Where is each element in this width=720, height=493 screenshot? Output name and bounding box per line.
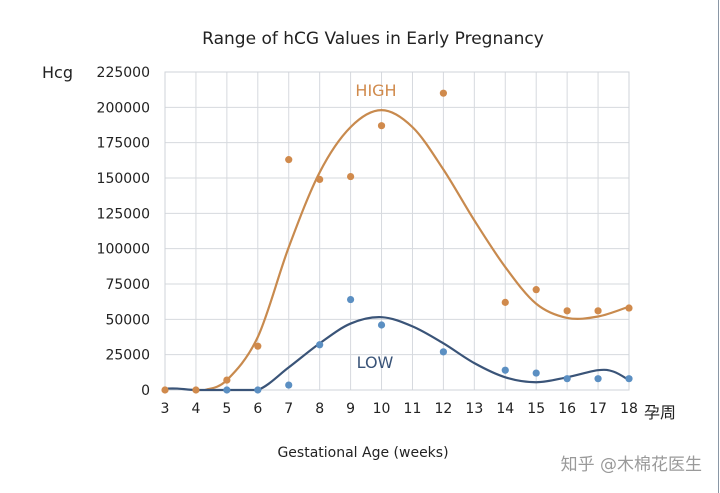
y-tick-label: 175000 [97, 136, 150, 152]
x-tick-label: 9 [346, 401, 355, 417]
low-data-point [254, 386, 262, 394]
x-tick-label: 15 [527, 401, 545, 417]
x-axis-unit-label: 孕周 [644, 403, 676, 422]
x-tick-label: 14 [496, 401, 514, 417]
x-tick-label: 7 [284, 401, 293, 417]
y-tick-label: 75000 [105, 277, 150, 293]
x-tick-label: 10 [373, 401, 391, 417]
high-data-point [347, 172, 355, 181]
x-tick-label: 13 [465, 401, 483, 417]
low-data-point [532, 369, 540, 377]
low-data-point [223, 386, 231, 394]
grid [164, 71, 630, 391]
watermark: 知乎 @木棉花医生 [561, 455, 702, 475]
high-trendline [204, 109, 630, 392]
x-tick-label: 5 [222, 401, 231, 417]
y-tick-label: 25000 [105, 348, 150, 364]
x-tick-label: 3 [161, 401, 170, 417]
y-axis-label: Hcg [42, 63, 73, 82]
y-tick-label: 0 [141, 383, 150, 399]
x-tick-label: 8 [315, 401, 324, 417]
low-data-point [377, 321, 386, 329]
high-data-point [316, 175, 324, 184]
low-data-point [347, 295, 355, 304]
series-labels: HIGH LOW [355, 81, 396, 372]
tick-labels: 3 4 5 6 7 8 9 10 11 12 13 14 15 16 17 18 0 25000 50000 7500… [97, 65, 638, 417]
plot-border [164, 71, 630, 391]
x-axis-label: Gestational Age (weeks) [277, 445, 448, 461]
x-tick-label: 12 [434, 401, 452, 417]
x-tick-label: 17 [589, 401, 607, 417]
high-data-point [223, 376, 231, 384]
high-series-label: HIGH [355, 81, 396, 100]
low-data-point [439, 348, 447, 356]
window-border [718, 0, 719, 493]
high-data-point [254, 342, 262, 350]
high-data-point [439, 89, 447, 97]
chart-title: Range of hCG Values in Early Pregnancy [202, 29, 544, 49]
y-tick-label: 200000 [97, 100, 150, 116]
x-tick-label: 16 [558, 401, 576, 417]
high-data-point [161, 386, 169, 394]
y-tick-label: 50000 [105, 312, 150, 328]
y-tick-label: 100000 [97, 242, 150, 258]
high-data-point [501, 298, 509, 306]
x-tick-label: 18 [620, 401, 638, 417]
low-trendline [164, 316, 630, 392]
x-tick-label: 4 [191, 401, 200, 417]
y-tick-label: 225000 [97, 65, 150, 81]
high-data-point [594, 307, 602, 315]
low-data-point [501, 366, 509, 374]
low-series-label: LOW [357, 353, 394, 372]
y-tick-label: 125000 [97, 206, 150, 222]
y-tick-label: 150000 [97, 171, 150, 187]
low-data-point [625, 375, 633, 383]
x-tick-label: 6 [253, 401, 262, 417]
high-data-point [285, 156, 293, 164]
low-data-point [563, 375, 571, 383]
high-data-point [192, 386, 200, 394]
low-data-point [594, 375, 602, 383]
low-data-point [285, 381, 293, 389]
data-points [161, 89, 633, 394]
high-data-point [625, 304, 633, 312]
trendlines [164, 109, 630, 392]
low-data-point [316, 341, 324, 349]
high-data-point [532, 286, 540, 294]
high-data-point [563, 307, 571, 315]
high-data-point [377, 122, 386, 130]
x-tick-label: 11 [404, 401, 422, 417]
